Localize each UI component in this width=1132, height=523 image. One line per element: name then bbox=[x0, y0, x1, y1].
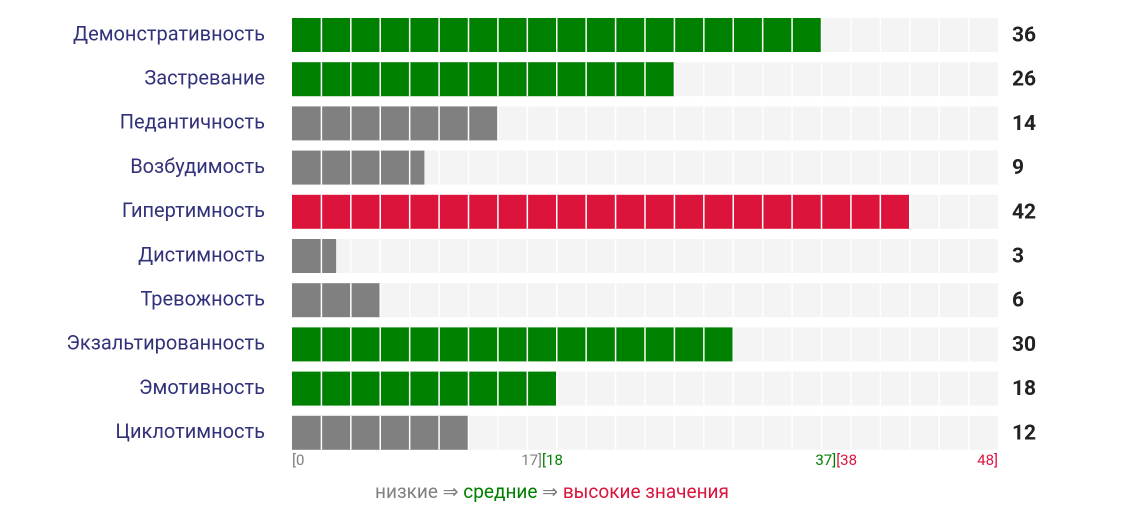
bar bbox=[292, 239, 337, 273]
x-tick-label: 37] bbox=[815, 451, 836, 469]
bar bbox=[292, 283, 381, 318]
category-label: Застревание bbox=[144, 65, 265, 89]
value-label: 36 bbox=[1012, 24, 1036, 48]
legend-entry: низкие bbox=[375, 480, 438, 503]
value-label: 26 bbox=[1012, 68, 1036, 92]
legend-separator: ⇒ bbox=[537, 480, 562, 503]
legend-entry: средние bbox=[463, 480, 537, 503]
category-label: Тревожность bbox=[140, 286, 265, 310]
value-label: 14 bbox=[1012, 112, 1036, 136]
x-tick-label: [38 bbox=[836, 451, 857, 469]
category-label: Экзальтированность bbox=[66, 331, 265, 355]
bar bbox=[292, 62, 675, 97]
x-tick-label: [0 bbox=[292, 451, 304, 469]
legend-separator: ⇒ bbox=[438, 480, 463, 503]
value-label: 12 bbox=[1012, 421, 1036, 445]
bar bbox=[292, 194, 910, 229]
legend-entry: высокие значения bbox=[563, 480, 729, 503]
x-tick-label: [18 bbox=[542, 451, 563, 469]
bar bbox=[292, 150, 425, 185]
category-label: Циклотимность bbox=[115, 419, 265, 443]
value-label: 9 bbox=[1012, 156, 1024, 180]
bar bbox=[292, 106, 498, 141]
category-label: Педантичность bbox=[120, 110, 265, 134]
category-label: Гипертимность bbox=[122, 198, 265, 222]
category-label: Демонстративность bbox=[73, 21, 265, 45]
x-tick-label: 48] bbox=[977, 451, 998, 469]
value-label: 30 bbox=[1012, 333, 1036, 357]
bar bbox=[292, 371, 557, 406]
value-label: 18 bbox=[1012, 377, 1036, 401]
value-label: 42 bbox=[1012, 200, 1036, 224]
x-tick-label: 17] bbox=[521, 451, 542, 469]
legend: низкие ⇒ средние ⇒ высокие значения bbox=[375, 480, 729, 503]
value-label: 6 bbox=[1012, 289, 1024, 313]
category-label: Дистимность bbox=[138, 242, 265, 266]
bar bbox=[292, 327, 734, 362]
category-label: Эмотивность bbox=[139, 375, 265, 399]
value-label: 3 bbox=[1012, 245, 1024, 269]
category-label: Возбудимость bbox=[130, 154, 265, 178]
